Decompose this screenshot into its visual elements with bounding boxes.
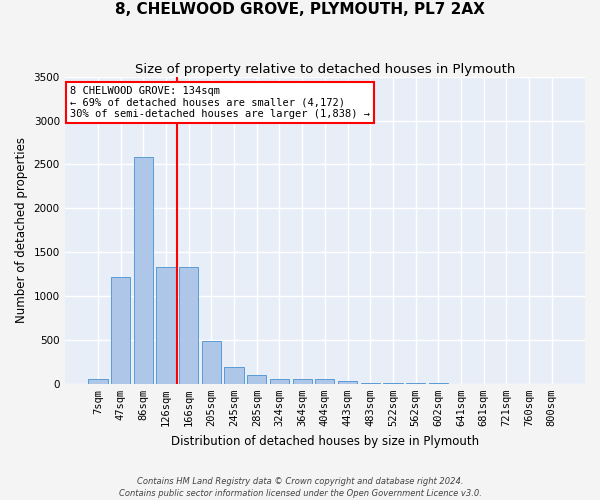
Y-axis label: Number of detached properties: Number of detached properties xyxy=(15,137,28,323)
X-axis label: Distribution of detached houses by size in Plymouth: Distribution of detached houses by size … xyxy=(171,434,479,448)
Text: 8, CHELWOOD GROVE, PLYMOUTH, PL7 2AX: 8, CHELWOOD GROVE, PLYMOUTH, PL7 2AX xyxy=(115,2,485,18)
Bar xyxy=(270,379,289,384)
Bar xyxy=(134,158,153,384)
Text: 8 CHELWOOD GROVE: 134sqm
← 69% of detached houses are smaller (4,172)
30% of sem: 8 CHELWOOD GROVE: 134sqm ← 69% of detach… xyxy=(70,86,370,119)
Title: Size of property relative to detached houses in Plymouth: Size of property relative to detached ho… xyxy=(134,62,515,76)
Bar xyxy=(88,378,107,384)
Text: Contains HM Land Registry data © Crown copyright and database right 2024.
Contai: Contains HM Land Registry data © Crown c… xyxy=(119,476,481,498)
Bar xyxy=(361,383,380,384)
Bar xyxy=(293,379,312,384)
Bar xyxy=(157,267,176,384)
Bar xyxy=(202,341,221,384)
Bar xyxy=(247,375,266,384)
Bar xyxy=(338,381,357,384)
Bar xyxy=(111,276,130,384)
Bar xyxy=(224,367,244,384)
Bar xyxy=(315,379,334,384)
Bar xyxy=(179,267,199,384)
